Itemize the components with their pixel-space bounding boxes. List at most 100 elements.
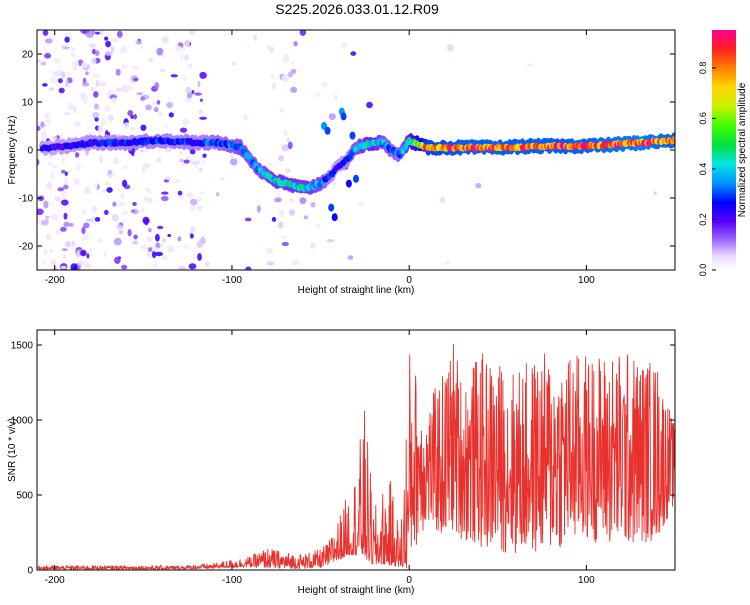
noise-blob [145,104,152,111]
snr-x-tick-label: -200 [45,575,65,586]
noise-blob [114,256,121,264]
colorbar-gradient [712,30,736,270]
noise-blob [130,127,136,131]
noise-blob [142,218,150,224]
noise-blob [51,70,60,77]
noise-blob [197,253,202,261]
noise-blob [166,245,171,250]
noise-blob [155,242,160,249]
noise-blob [55,228,60,236]
noise-blob [158,112,163,117]
noise-blob [45,38,53,44]
noise-blob [58,78,63,84]
noise-blob [299,197,307,205]
noise-blob [113,237,122,246]
noise-blob [37,151,41,158]
noise-blob [105,40,111,48]
noise-blob [183,159,190,164]
noise-blob [190,233,194,239]
spectrogram-x-tick-label: -200 [45,275,65,286]
snr-y-label: SNR (10 * v/v) [7,418,18,482]
noise-blob [85,218,93,222]
noise-blob [110,97,118,103]
noise-blob [63,212,68,220]
snr-y-tick-label: 500 [16,491,33,502]
noise-blob [154,82,159,90]
colorbar-tick-label: 0.0 [698,264,708,277]
noise-blob [276,192,280,199]
noise-blob [155,233,160,242]
noise-blob [80,30,88,34]
noise-blob [50,214,59,220]
noise-blob [118,229,124,235]
colorbar-label: Normalized spectral amplitude [737,82,748,217]
noise-blob [289,209,296,216]
noise-blob [37,208,44,216]
noise-blob [161,36,169,44]
noise-blob [194,92,202,96]
noise-blob [277,221,284,229]
ridge-branch [345,179,352,188]
spectrogram-x-label: Height of straight line (km) [298,285,415,296]
spectrogram-y-tick-label: -20 [19,242,34,253]
noise-blob [197,205,203,211]
noise-blob [144,187,151,191]
noise-blob [93,91,99,98]
noise-blob [177,190,183,196]
snr-frame [36,329,676,571]
noise-blob [148,57,153,63]
noise-blob [98,125,104,133]
noise-blob [72,266,77,270]
noise-blob [440,196,446,203]
noise-blob [37,125,41,132]
noise-blob [91,57,97,65]
noise-blob [253,34,257,42]
noise-blob [199,71,207,79]
figure-title: S225.2026.033.01.12.R09 [275,1,439,17]
spectrogram-x-tick-label: 100 [578,275,595,286]
noise-blob [147,247,153,252]
noise-blob [64,176,69,184]
noise-blob [160,195,169,202]
noise-blob [40,61,47,66]
noise-blob [135,40,142,45]
spectrogram-y-tick-label: 0 [27,146,33,157]
snr-x-tick-label: -100 [222,575,242,586]
noise-blob [95,79,100,88]
noise-blob [123,122,130,129]
noise-blob [164,124,169,128]
noise-blob [110,46,115,52]
noise-blob [82,208,86,216]
noise-blob [52,164,58,168]
noise-blob [178,195,184,200]
noise-blob [293,41,298,47]
noise-blob [121,211,128,215]
noise-blob [283,130,288,137]
noise-blob [79,249,87,257]
noise-blob [66,71,71,76]
noise-blob [328,113,336,121]
noise-blob [121,84,129,93]
noise-blob [289,61,295,65]
noise-blob [186,92,193,99]
noise-blob [244,217,252,222]
noise-blob [278,155,284,162]
noise-blob [104,209,109,215]
noise-blob [99,155,103,164]
noise-blob [189,30,196,35]
noise-blob [205,261,210,268]
noise-blob [161,238,167,243]
noise-blob [120,192,125,200]
noise-blob [140,45,144,50]
noise-blob [179,127,188,133]
noise-blob [61,248,68,252]
noise-blob [195,160,201,165]
noise-blob [185,156,191,160]
noise-blob [314,92,321,97]
noise-blob [94,50,100,56]
noise-blob [37,158,40,166]
noise-blob [151,246,159,252]
noise-blob [133,234,138,240]
snr-y-axis: 0 500 1000 1500 [11,341,675,577]
noise-blob [81,82,90,87]
